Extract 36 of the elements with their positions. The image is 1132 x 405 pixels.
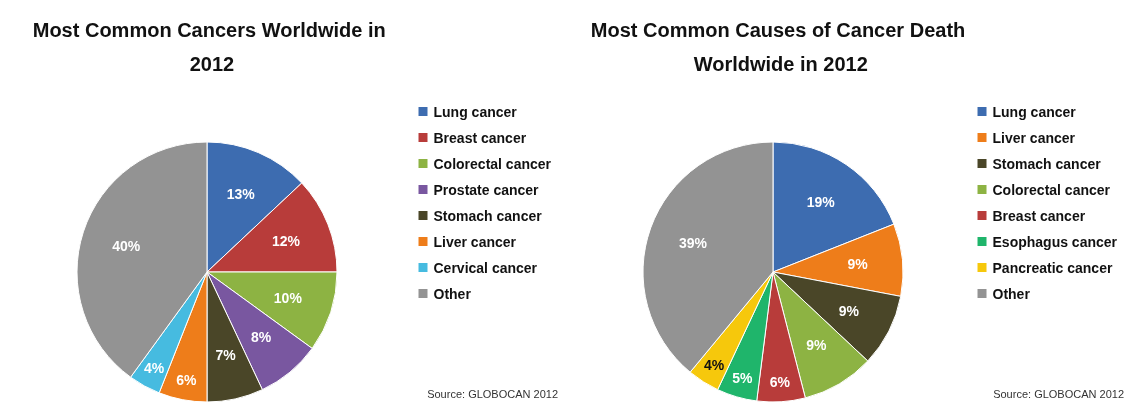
legend-label: Cervical cancer: [433, 259, 538, 276]
data-label: 4%: [703, 356, 725, 373]
data-label: 5%: [732, 369, 753, 386]
chart-title: Most Common Cancers Worldwide in 2012: [32, 19, 392, 75]
data-label: 39%: [679, 235, 708, 252]
data-label: 7%: [215, 346, 237, 363]
data-label: 4%: [143, 360, 165, 377]
legend-label: Stomach cancer: [992, 155, 1102, 172]
data-label: 9%: [838, 302, 860, 319]
legend-label: Other: [433, 285, 472, 302]
data-label: 8%: [251, 329, 272, 346]
legend-label: Colorectal cancer: [433, 155, 552, 172]
legend-label: Colorectal cancer: [992, 181, 1111, 198]
legend-label: Other: [992, 285, 1031, 302]
data-label: 6%: [769, 373, 791, 390]
data-label: 9%: [806, 337, 827, 354]
data-label: 10%: [273, 290, 303, 307]
legend-label: Prostate cancer: [433, 181, 540, 198]
source-note: Source: GLOBOCAN 2012: [427, 387, 558, 400]
legend-label: Pancreatic cancer: [992, 259, 1113, 276]
legend-label: Liver cancer: [992, 129, 1076, 146]
legend-label: Lung cancer: [433, 103, 518, 120]
data-label: 9%: [847, 256, 869, 272]
legend-label: Breast cancer: [992, 207, 1086, 224]
legend-label: Esophagus cancer: [992, 233, 1118, 250]
data-label: 12%: [272, 232, 301, 249]
legend-label: Lung cancer: [992, 103, 1077, 120]
legend-label: Stomach cancer: [433, 207, 543, 224]
data-label: 13%: [226, 185, 256, 202]
chart-title: Most Common Causes of Cancer Death Worldwide in 2012: [590, 19, 966, 75]
legend-label: Breast cancer: [433, 129, 527, 146]
data-label: 19%: [806, 193, 836, 210]
legend-label: Liver cancer: [433, 233, 517, 250]
source-note: Source: GLOBOCAN 2012: [993, 387, 1124, 400]
data-label: 6%: [176, 372, 198, 389]
data-label: 40%: [112, 237, 141, 254]
